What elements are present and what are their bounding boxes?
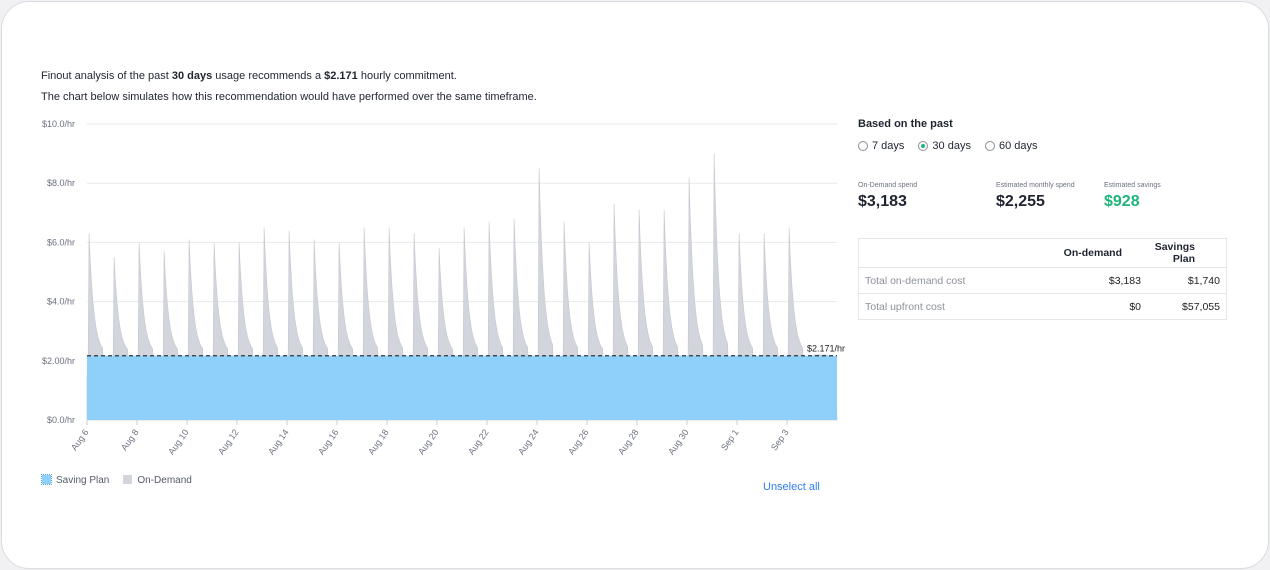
intro-days: 30 days: [171, 70, 213, 82]
x-tick-label: Aug 18: [366, 427, 391, 456]
intro-text: Finout analysis of the past: [41, 70, 172, 82]
stat-value: $2,255: [996, 193, 1045, 210]
stat-label: On-Demand spend: [858, 182, 918, 189]
radio-label: 30 days: [932, 140, 971, 152]
radio-60-days[interactable]: 60 days: [984, 140, 1038, 152]
table-cell: $57,055: [1147, 293, 1227, 320]
x-tick-label: Aug 22: [466, 427, 491, 456]
x-tick-label: Sep 3: [769, 427, 791, 452]
stat-value: $928: [1104, 193, 1140, 210]
radio-label: 60 days: [998, 140, 1038, 152]
intro-line-1: Finout analysis of the past 30 days usag…: [41, 70, 457, 82]
period-radio-group: 7 days 30 days 60 days: [858, 140, 1228, 152]
x-tick-label: Aug 12: [216, 427, 241, 456]
stat-estimated-savings: Estimated savings $928: [1104, 182, 1161, 211]
intro-text: hourly commitment.: [357, 70, 457, 82]
legend-swatch: [123, 475, 133, 484]
table-cell: $3,183: [1041, 267, 1147, 294]
table-cell: $1,740: [1147, 267, 1227, 294]
table-header: On-demand: [1041, 238, 1147, 268]
table-header: Savings Plan: [1147, 238, 1227, 268]
x-tick-label: Sep 1: [719, 427, 741, 452]
y-tick-label: $6.0/hr: [47, 237, 75, 247]
commitment-label: $2.171/hr: [807, 344, 845, 354]
period-title: Based on the past: [858, 118, 953, 130]
x-tick-label: Aug 28: [616, 427, 641, 456]
y-tick-label: $4.0/hr: [47, 297, 75, 307]
unselect-all-link[interactable]: Unselect all: [763, 481, 820, 493]
x-tick-label: Aug 24: [516, 427, 541, 456]
stat-value: $3,183: [858, 193, 907, 210]
intro-line-2: The chart below simulates how this recom…: [41, 91, 537, 103]
stat-estimated-monthly-spend: Estimated monthly spend $2,255: [996, 182, 1075, 211]
x-tick-label: Aug 30: [666, 427, 691, 456]
cost-table: On-demand Savings Plan Total on-demand co…: [858, 238, 1227, 320]
intro-text: usage recommends a: [212, 70, 325, 82]
table-cell: $0: [1041, 293, 1147, 320]
stat-on-demand-spend: On-Demand spend $3,183: [858, 182, 917, 211]
legend-label: On-Demand: [137, 475, 192, 486]
recommendation-panel: Based on the past 7 days 30 days 60 days…: [858, 118, 1228, 320]
table-row: Total upfront cost $0 $57,055: [858, 293, 1227, 320]
legend-swatch: [41, 474, 52, 485]
x-tick-label: Aug 16: [316, 427, 341, 456]
y-tick-label: $10.0/hr: [42, 119, 75, 129]
table-header-row: On-demand Savings Plan: [858, 238, 1227, 268]
table-row: Total on-demand cost $3,183 $1,740: [858, 267, 1227, 294]
chart-legend: Saving Plan On-Demand: [41, 474, 192, 486]
x-tick-label: Aug 10: [166, 427, 191, 456]
y-tick-label: $2.00/hr: [42, 356, 75, 366]
radio-selected-icon[interactable]: [918, 141, 929, 151]
radio-30-days[interactable]: 30 days: [918, 140, 971, 152]
usage-chart: $0.0/hr $2.00/hr $4.0/hr $6.0/hr $8.0/hr $10.…: [42, 119, 845, 457]
table-header: [858, 238, 1041, 268]
y-tick-label: $0.0/hr: [47, 415, 75, 425]
legend-saving-plan[interactable]: Saving Plan: [41, 474, 110, 486]
x-tick-label: Aug 8: [119, 427, 141, 452]
table-cell: Total on-demand cost: [858, 267, 1041, 294]
radio-7-days[interactable]: 7 days: [858, 140, 904, 152]
x-tick-label: Aug 14: [266, 427, 291, 456]
y-tick-label: $8.0/hr: [47, 178, 75, 188]
radio-circle-icon[interactable]: [984, 141, 995, 151]
stat-label: Estimated savings: [1104, 182, 1161, 189]
intro-amount: $2.171: [324, 70, 358, 82]
radio-circle-icon[interactable]: [858, 141, 868, 151]
x-tick-label: Aug 20: [416, 427, 441, 456]
legend-on-demand[interactable]: On-Demand: [123, 475, 192, 486]
saving-plan-area: [87, 355, 837, 420]
table-cell: Total upfront cost: [858, 293, 1041, 320]
x-tick-label: Aug 26: [566, 427, 591, 456]
radio-label: 7 days: [872, 140, 905, 152]
stat-label: Estimated monthly spend: [996, 182, 1075, 189]
legend-label: Saving Plan: [56, 475, 110, 486]
x-tick-label: Aug 6: [69, 427, 91, 452]
